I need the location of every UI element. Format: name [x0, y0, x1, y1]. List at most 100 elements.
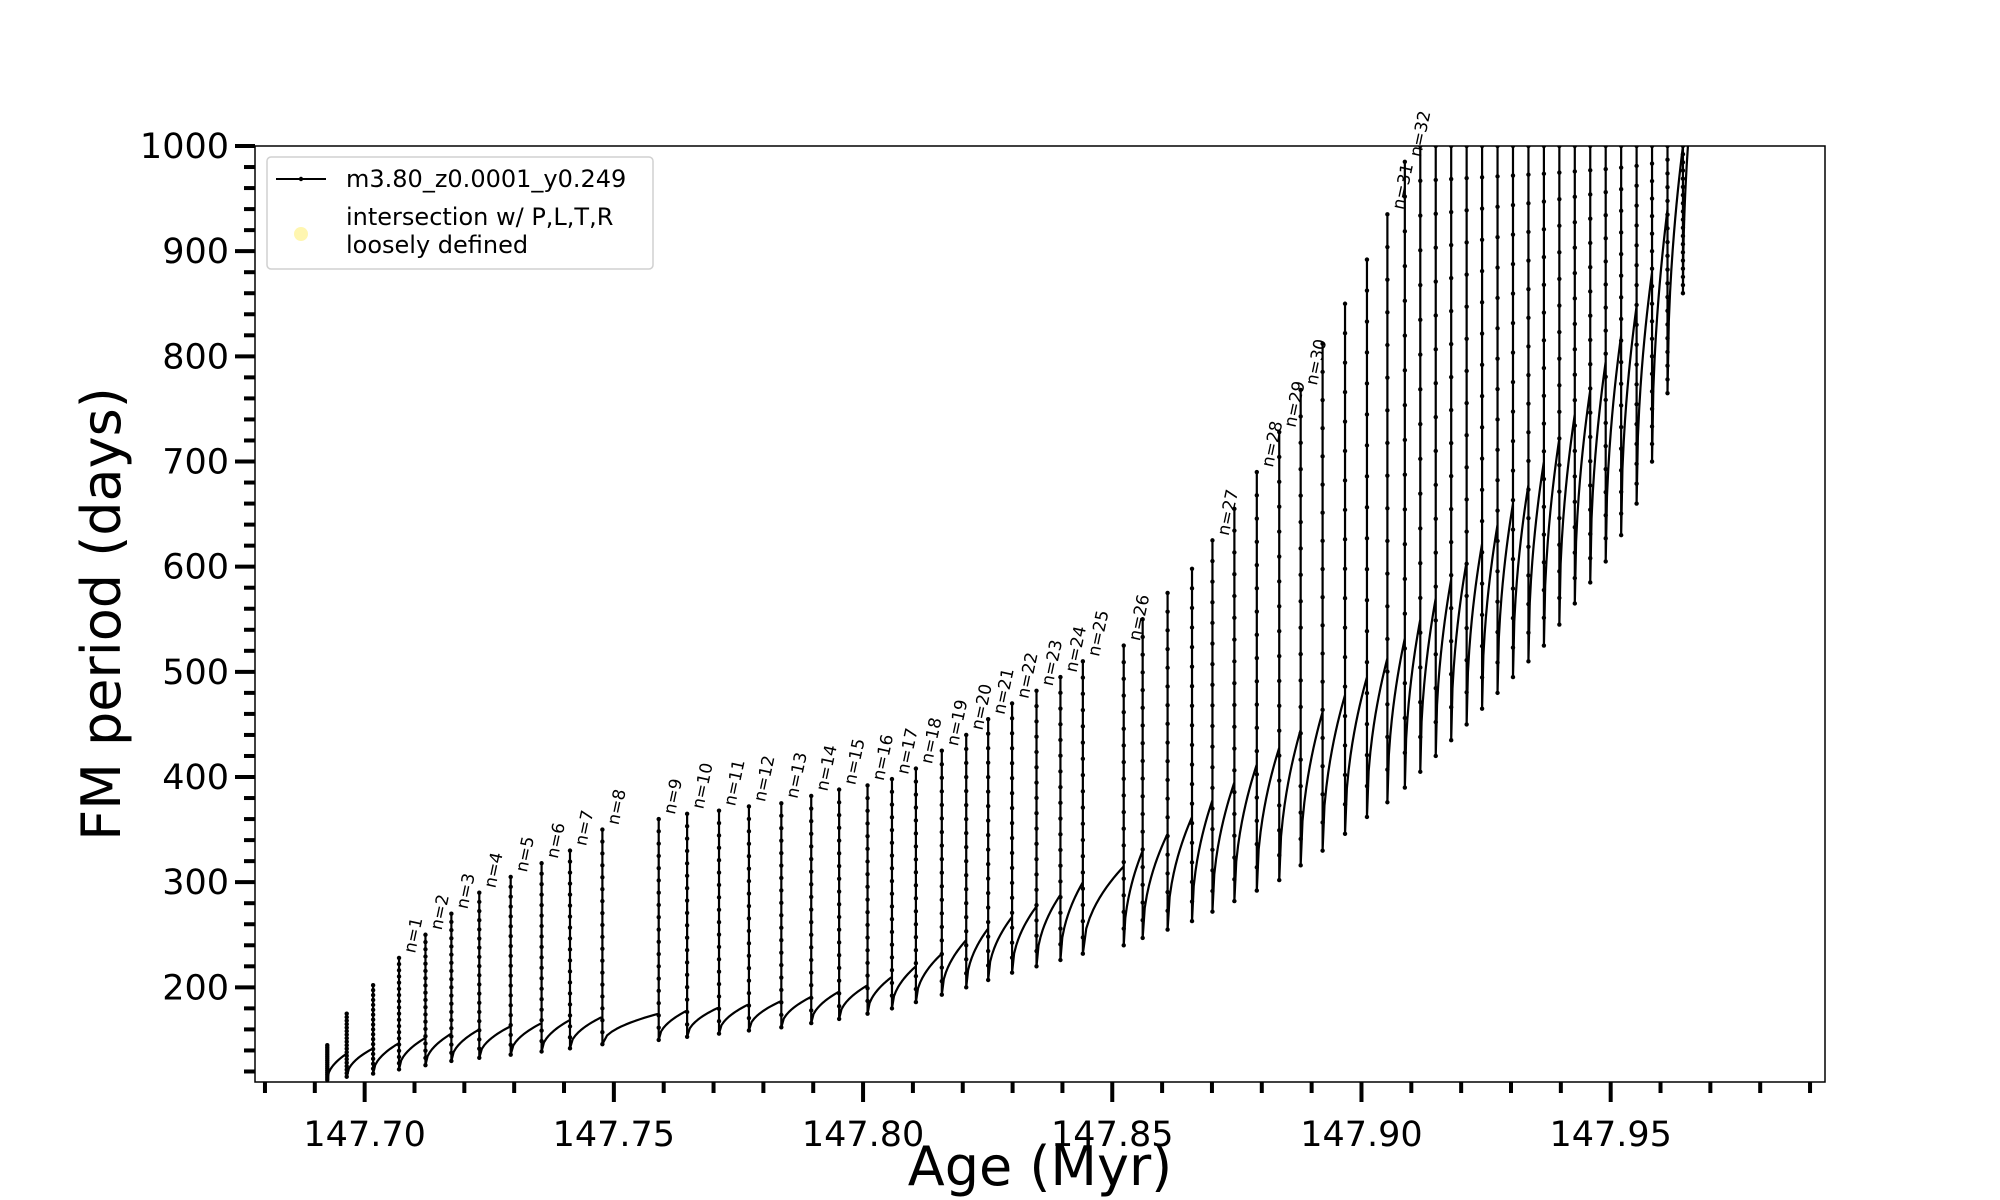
series-point: [1557, 489, 1562, 494]
series-point: [423, 1048, 428, 1053]
series-point: [1588, 362, 1593, 367]
series-point: [1254, 795, 1260, 800]
series-point: [939, 992, 945, 997]
series-point: [1588, 240, 1593, 246]
series-point: [1080, 675, 1086, 680]
series-point: [1364, 721, 1370, 727]
series-point: [985, 774, 991, 780]
series-point: [779, 938, 784, 943]
series-point: [656, 890, 661, 895]
series-point: [684, 1022, 690, 1027]
series-point: [889, 929, 895, 935]
series-point: [865, 1011, 870, 1016]
series-point: [1526, 430, 1531, 435]
series-point: [1364, 319, 1370, 324]
series-point: [1618, 165, 1624, 170]
series-point: [1557, 196, 1562, 202]
series-point: [1277, 852, 1282, 858]
series-point: [1080, 935, 1086, 940]
series-point: [1418, 665, 1423, 670]
series-point: [1364, 783, 1370, 789]
series-point: [567, 1013, 573, 1018]
x-tick-label: 147.75: [553, 1115, 675, 1155]
series-point: [1210, 661, 1215, 667]
x-tick-label: 147.95: [1549, 1115, 1671, 1155]
series-point: [746, 978, 752, 983]
series-point: [396, 1036, 402, 1041]
series-point: [1557, 356, 1562, 361]
series-point: [600, 922, 605, 928]
series-point: [779, 975, 784, 980]
series-point: [1402, 750, 1408, 755]
series-point: [716, 882, 722, 888]
series-point: [1298, 440, 1303, 446]
series-point: [1364, 752, 1370, 758]
series-point: [1448, 473, 1454, 479]
series-point: [1364, 628, 1370, 634]
series-point: [889, 904, 895, 909]
series-point: [1298, 731, 1303, 736]
series-point: [1232, 746, 1237, 751]
series-point: [1385, 244, 1390, 250]
series-point: [1034, 795, 1039, 801]
series-point: [1557, 170, 1562, 175]
series-point: [1649, 231, 1655, 236]
series-point: [1080, 870, 1086, 875]
series-point: [889, 993, 895, 998]
series-point: [939, 789, 945, 794]
series-point: [1009, 865, 1015, 871]
series-point: [1649, 161, 1655, 166]
series-point: [1680, 209, 1686, 214]
series-point: [985, 803, 991, 809]
series-point: [1665, 212, 1670, 217]
series-point: [1298, 572, 1303, 578]
series-point: [1140, 935, 1145, 941]
series-point: [539, 955, 544, 960]
series-point: [423, 1026, 428, 1032]
series-point: [913, 935, 919, 940]
series-point: [1342, 566, 1348, 571]
series-point: [889, 789, 895, 795]
series-point: [1618, 511, 1624, 516]
series-point: [1121, 793, 1126, 798]
series-point: [1418, 456, 1423, 462]
series-point: [1009, 970, 1015, 975]
series-point: [746, 1003, 752, 1008]
series-point: [779, 875, 784, 881]
series-point: [1448, 440, 1454, 446]
series-point: [1479, 425, 1485, 430]
series-point: [1418, 317, 1423, 323]
series-point: [939, 762, 945, 767]
series-point: [1385, 375, 1390, 380]
series-point: [1603, 513, 1608, 518]
series-point: [508, 943, 513, 949]
series-point: [1277, 877, 1282, 883]
series-point: [1464, 240, 1469, 245]
series-point: [449, 1050, 454, 1055]
series-point: [1680, 217, 1686, 222]
series-point: [716, 994, 722, 999]
series-point: [1210, 538, 1215, 543]
series-point: [539, 902, 544, 908]
series-point: [1058, 769, 1063, 774]
series-point: [716, 820, 722, 826]
series-point: [1402, 437, 1408, 443]
series-point: [1189, 586, 1195, 591]
series-point: [508, 933, 513, 939]
series-point: [809, 894, 814, 900]
series-point: [913, 947, 919, 953]
series-point: [1009, 790, 1015, 796]
series-point: [809, 1020, 814, 1026]
series-point: [370, 1007, 376, 1012]
series-point: [1058, 894, 1063, 900]
series-point: [1232, 702, 1237, 708]
series-point: [939, 938, 945, 943]
series-point: [913, 909, 919, 914]
y-tick-label: 700: [162, 443, 229, 483]
series-point: [716, 1019, 722, 1024]
series-point: [449, 960, 454, 966]
series-point: [865, 859, 870, 864]
series-point: [1541, 560, 1547, 565]
series-point: [1541, 504, 1547, 509]
